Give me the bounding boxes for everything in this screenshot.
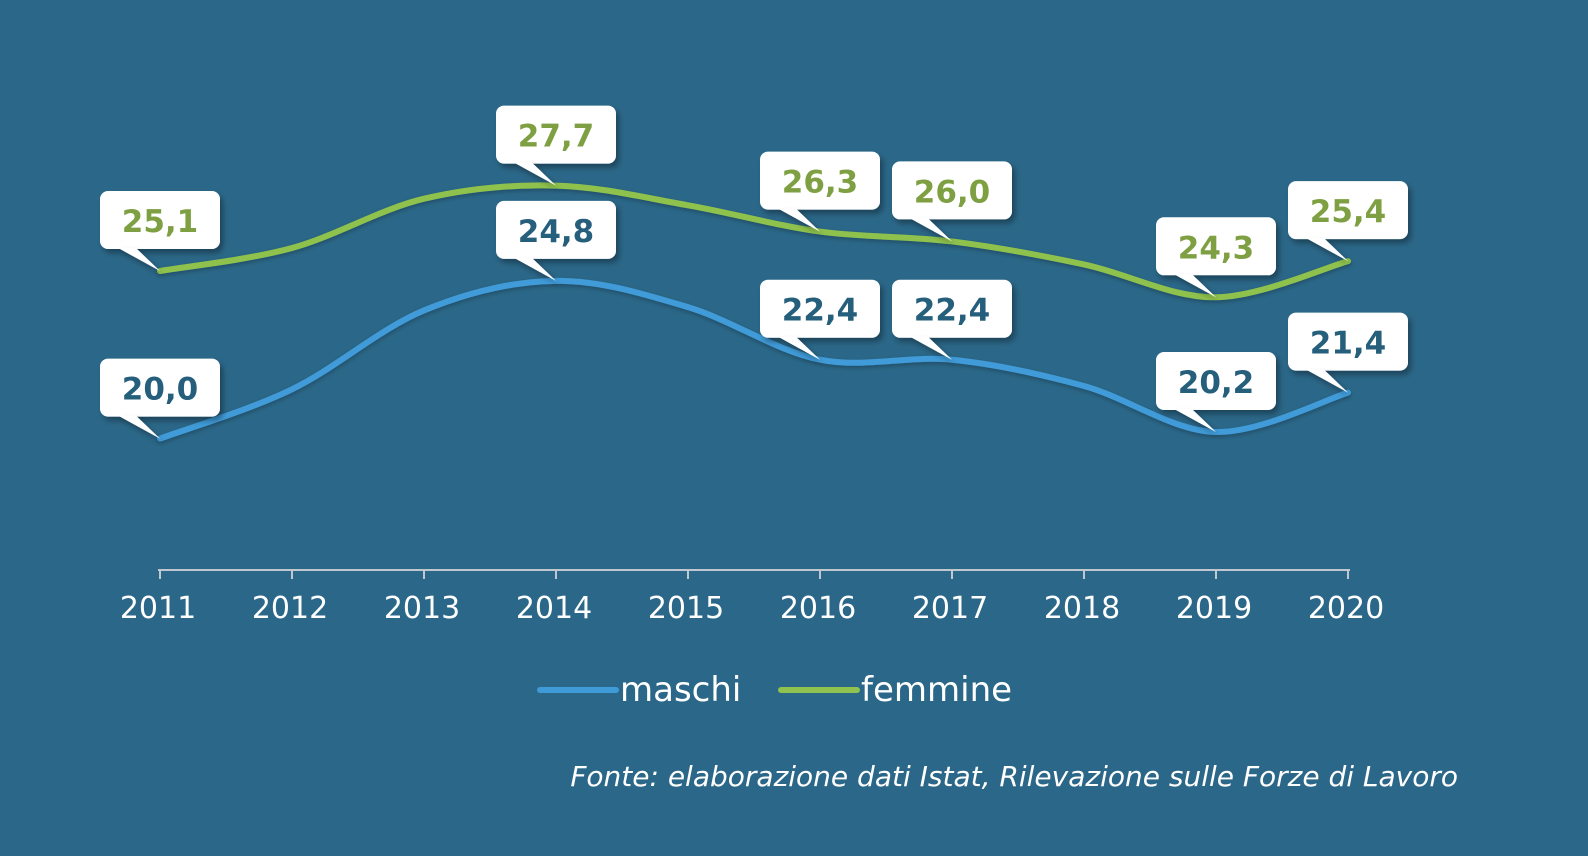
data-label-maschi-2019: 20,2 — [1156, 352, 1276, 432]
data-label-box-femmine-2019 — [1156, 217, 1276, 276]
data-label-maschi-2016: 22,4 — [760, 279, 880, 360]
source-note: Fonte: elaborazione dati Istat, Rilevazi… — [570, 760, 1458, 793]
data-label-tail-maschi-2020 — [1306, 369, 1348, 393]
x-tick-label-2011: 2011 — [120, 591, 196, 626]
legend-item-maschi: maschi — [537, 670, 741, 710]
data-label-tail-femmine-2011 — [118, 248, 160, 271]
data-label-text-femmine-2020: 25,4 — [1310, 194, 1387, 230]
data-label-text-femmine-2016: 26,3 — [782, 165, 859, 201]
x-tick-label-2018: 2018 — [1044, 591, 1120, 626]
data-label-box-maschi-2020 — [1288, 312, 1408, 371]
x-tick-label-2013: 2013 — [384, 591, 460, 626]
x-tick-label-2014: 2014 — [516, 591, 592, 626]
data-label-text-maschi-2019: 20,2 — [1178, 365, 1255, 401]
data-label-femmine-2014: 27,7 — [496, 105, 616, 186]
series-line-femmine — [157, 182, 1351, 301]
data-label-femmine-2020: 25,4 — [1288, 181, 1408, 262]
data-label-box-femmine-2011 — [100, 191, 220, 249]
data-label-tail-maschi-2017 — [910, 336, 952, 360]
data-label-text-maschi-2017: 22,4 — [914, 293, 991, 329]
data-label-box-femmine-2016 — [760, 151, 880, 210]
data-label-text-maschi-2020: 21,4 — [1310, 326, 1387, 362]
data-label-tail-femmine-2014 — [514, 162, 556, 186]
x-tick-label-2012: 2012 — [252, 591, 328, 626]
legend: maschi femmine — [537, 670, 1012, 710]
x-tick-label-2015: 2015 — [648, 591, 724, 626]
data-label-box-maschi-2011 — [100, 358, 220, 417]
data-label-layer: 20,0 24,8 22,4 22,4 20,2 21,4 25,1 27,7 26,3 26,0… — [100, 105, 1408, 439]
data-label-tail-maschi-2019 — [1174, 409, 1216, 432]
data-label-box-maschi-2019 — [1156, 352, 1276, 410]
data-label-femmine-2019: 24,3 — [1156, 217, 1276, 298]
data-label-text-femmine-2019: 24,3 — [1178, 230, 1255, 266]
data-label-box-femmine-2020 — [1288, 181, 1408, 240]
data-label-maschi-2017: 22,4 — [892, 279, 1012, 360]
data-label-text-femmine-2017: 26,0 — [914, 174, 991, 210]
data-label-text-maschi-2011: 20,0 — [122, 372, 199, 408]
data-label-box-femmine-2014 — [496, 105, 616, 164]
data-label-text-femmine-2014: 27,7 — [518, 119, 595, 155]
data-label-box-maschi-2016 — [760, 279, 880, 338]
data-label-tail-femmine-2019 — [1174, 274, 1216, 298]
data-label-femmine-2016: 26,3 — [760, 151, 880, 232]
x-axis: 2011 2012 2013 2014 2015 2016 2017 2018 2019 2020 — [120, 569, 1384, 626]
x-tick-label-2019: 2019 — [1176, 591, 1252, 626]
x-tick-label-2020: 2020 — [1308, 591, 1384, 626]
x-tick-label-2016: 2016 — [780, 591, 856, 626]
data-label-text-femmine-2011: 25,1 — [122, 204, 199, 240]
data-label-box-maschi-2017 — [892, 279, 1012, 338]
data-label-femmine-2011: 25,1 — [100, 191, 220, 271]
data-label-text-maschi-2016: 22,4 — [782, 293, 859, 329]
data-label-box-maschi-2014 — [496, 200, 616, 259]
data-label-tail-femmine-2016 — [778, 208, 820, 232]
series-layer — [157, 182, 1351, 442]
series-line-maschi — [157, 277, 1351, 442]
x-tick-label-2017: 2017 — [912, 591, 988, 626]
data-label-tail-maschi-2011 — [118, 415, 160, 439]
data-label-maschi-2014: 24,8 — [496, 200, 616, 281]
data-label-maschi-2011: 20,0 — [100, 358, 220, 439]
data-label-maschi-2020: 21,4 — [1288, 312, 1408, 393]
data-label-text-maschi-2014: 24,8 — [518, 214, 595, 250]
data-label-tail-femmine-2017 — [910, 218, 952, 242]
legend-item-femmine: femmine — [778, 670, 1012, 710]
legend-label-femmine: femmine — [861, 670, 1012, 710]
data-label-tail-maschi-2014 — [514, 257, 556, 281]
data-label-box-femmine-2017 — [892, 161, 1012, 220]
legend-label-maschi: maschi — [620, 670, 741, 710]
data-label-femmine-2017: 26,0 — [892, 161, 1012, 242]
data-label-tail-femmine-2020 — [1306, 238, 1348, 262]
data-label-tail-maschi-2016 — [778, 336, 820, 360]
